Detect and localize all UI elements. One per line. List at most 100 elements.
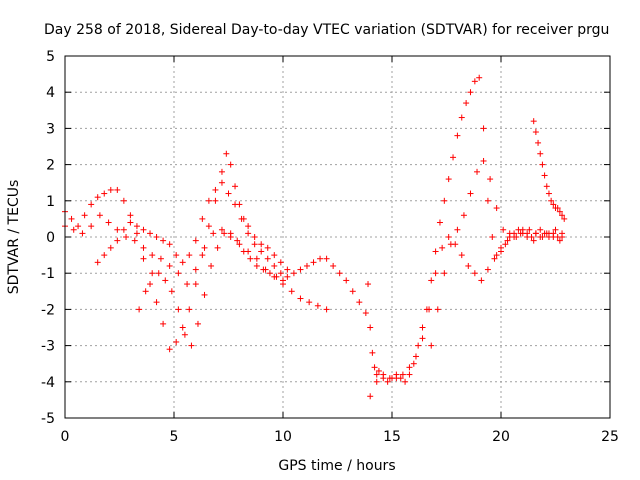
data-point (212, 197, 219, 204)
data-point (445, 176, 452, 183)
data-point (375, 367, 382, 374)
y-axis-label: SDTVAR / TECUs (6, 180, 22, 295)
data-point (153, 234, 160, 240)
data-point (561, 215, 568, 222)
data-point (277, 259, 284, 266)
data-point (524, 234, 531, 240)
data-point (545, 190, 552, 197)
data-point (105, 219, 112, 226)
data-point (194, 320, 201, 327)
data-point (149, 252, 156, 259)
data-point (88, 201, 95, 208)
data-point (186, 306, 193, 313)
data-point (447, 241, 454, 248)
data-point (114, 237, 121, 244)
data-point (140, 226, 147, 233)
data-point (471, 78, 478, 85)
data-point (223, 150, 230, 157)
data-point (530, 237, 537, 244)
data-point (284, 266, 291, 273)
data-point (541, 172, 548, 179)
data-point (271, 252, 278, 259)
data-point (386, 375, 393, 382)
data-point (81, 212, 88, 219)
data-point (232, 183, 239, 190)
data-point (236, 201, 243, 208)
data-point (245, 230, 252, 237)
y-tick-label: -1 (41, 266, 55, 282)
data-point (317, 255, 324, 262)
data-point (266, 270, 273, 277)
data-point (247, 255, 254, 262)
x-tick-label: 20 (492, 429, 510, 445)
data-point (181, 331, 188, 338)
data-point (234, 237, 241, 244)
data-point (436, 219, 443, 226)
data-point (458, 114, 465, 121)
data-points (62, 74, 568, 400)
data-point (120, 226, 127, 233)
data-point (157, 255, 164, 262)
data-point (530, 118, 537, 125)
data-point (140, 255, 147, 262)
data-point (314, 302, 321, 309)
data-point (445, 234, 452, 240)
data-point (504, 237, 511, 244)
data-point (441, 270, 448, 277)
data-point (94, 259, 101, 266)
data-point (432, 270, 439, 277)
data-point (160, 320, 167, 327)
data-point (107, 186, 114, 193)
data-point (179, 259, 186, 266)
data-point (537, 226, 544, 233)
data-point (260, 266, 267, 273)
data-point (258, 241, 265, 248)
data-point (258, 248, 265, 255)
data-point (133, 230, 140, 237)
data-point (476, 74, 483, 81)
data-point (127, 212, 134, 219)
data-point (513, 234, 520, 240)
data-point (192, 266, 199, 273)
data-point (153, 299, 160, 306)
data-point (218, 226, 225, 233)
data-point (251, 241, 258, 248)
data-point (160, 237, 167, 244)
data-point (367, 393, 374, 400)
data-point (188, 342, 195, 349)
data-point (480, 125, 487, 132)
data-point (410, 360, 417, 367)
data-point (173, 252, 180, 259)
y-tick-label: -5 (41, 411, 55, 427)
y-tick-label: 5 (46, 49, 55, 65)
data-point (519, 230, 526, 237)
data-point (543, 183, 550, 190)
data-point (218, 179, 225, 186)
x-tick-label: 5 (170, 429, 179, 445)
data-point (454, 132, 461, 139)
data-point (432, 248, 439, 255)
data-point (458, 252, 465, 259)
data-point (498, 244, 504, 251)
data-point (428, 342, 435, 349)
data-point (101, 190, 108, 197)
data-point (367, 324, 374, 331)
data-point (556, 237, 563, 244)
data-point (426, 306, 433, 313)
data-point (323, 255, 330, 262)
data-point (79, 230, 86, 237)
data-point (168, 288, 175, 295)
data-point (192, 237, 199, 244)
data-point (75, 223, 82, 230)
data-point (96, 212, 103, 219)
y-tick-label: 1 (46, 194, 55, 210)
data-point (142, 288, 149, 295)
data-point (166, 262, 173, 269)
data-point (133, 223, 140, 230)
data-point (114, 226, 121, 233)
data-point (365, 281, 372, 288)
data-point (127, 219, 134, 226)
data-point (70, 226, 77, 233)
data-point (539, 161, 546, 168)
data-point (419, 335, 426, 342)
